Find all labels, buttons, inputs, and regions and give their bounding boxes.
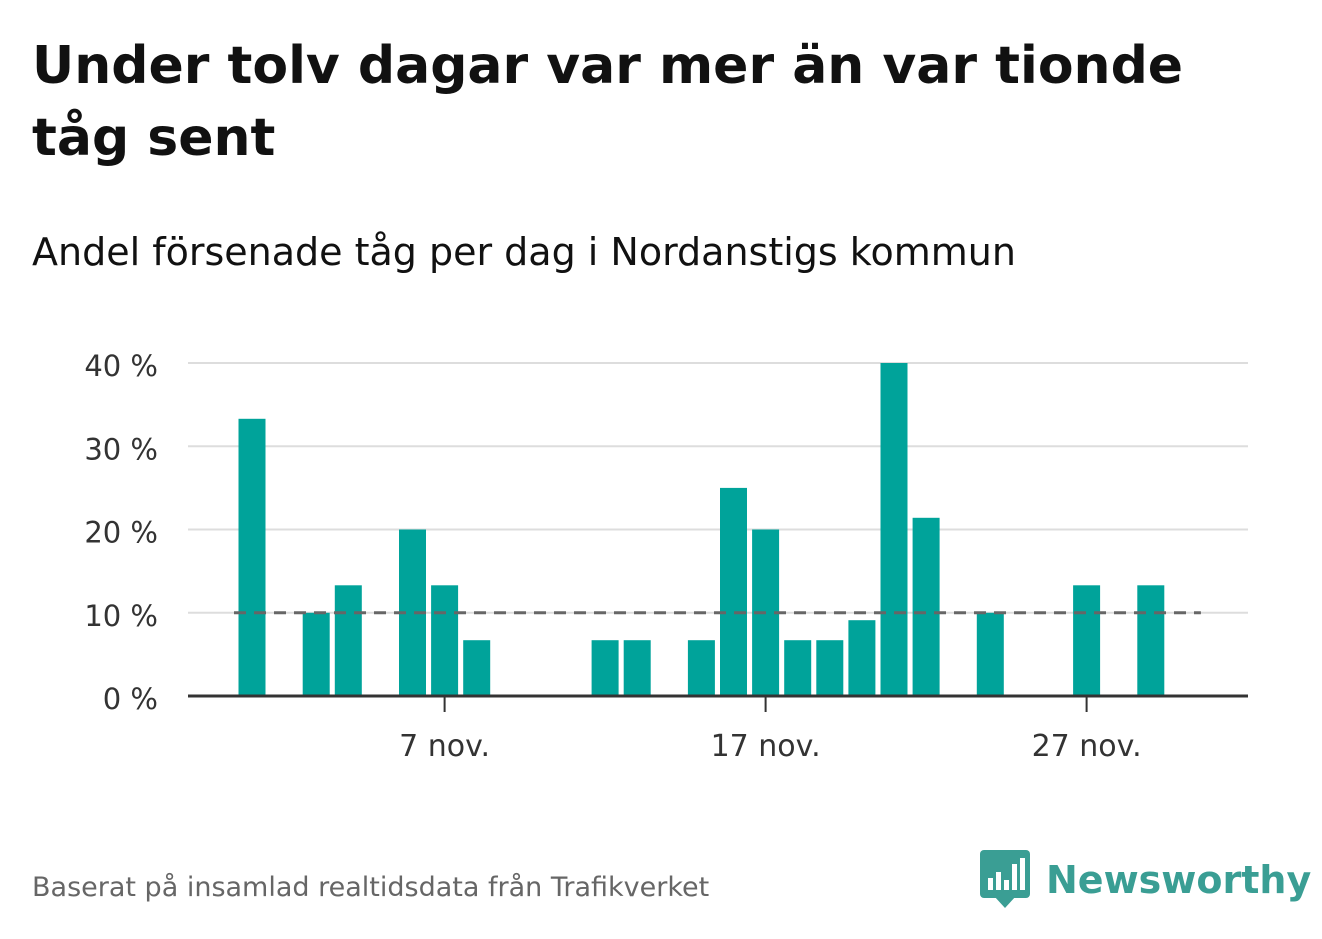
bar [687,640,715,696]
bar [1137,585,1165,696]
bar [912,517,940,696]
y-tick-label: 40 % [84,349,158,383]
chart-title: Under tolv dagar var mer än var tionde t… [32,36,1184,168]
bar [880,363,908,696]
brand-name: Newsworthy [1046,858,1312,902]
bar [463,640,491,696]
grid-lines [188,362,1248,614]
bar [848,620,876,696]
bar [238,418,266,696]
bar [784,640,812,696]
bar [720,487,747,696]
bar [623,640,651,696]
brand-logo[interactable]: Newsworthy [980,848,1311,912]
chart-subtitle: Andel försenade tåg per dag i Nordanstig… [32,230,1016,274]
axes: 0 % 10 % 20 % 30 % 40 % 7 nov. 17 nov. 27 nov. [84,349,1248,764]
y-tick-label: 10 % [84,599,158,633]
bar [431,585,459,696]
source-note: Baserat på insamlad realtidsdata från Tr… [32,872,710,903]
bar-chart: 0 % 10 % 20 % 30 % 40 % 7 nov. 17 nov. 27 nov. [84,349,1248,764]
x-tick-label: 17 nov. [711,729,821,764]
bar [334,585,362,696]
y-tick-label: 20 % [84,516,158,550]
bar [591,640,619,696]
x-tick-label: 7 nov. [399,729,490,764]
bar [1073,585,1101,696]
x-tick-label: 27 nov. [1032,729,1142,764]
newsworthy-chart-icon [980,850,1030,908]
y-tick-label: 0 % [103,682,158,716]
y-tick-label: 30 % [84,432,158,466]
bar [302,612,330,697]
bar [816,640,844,696]
bar [976,612,1004,697]
bars [238,363,1165,697]
